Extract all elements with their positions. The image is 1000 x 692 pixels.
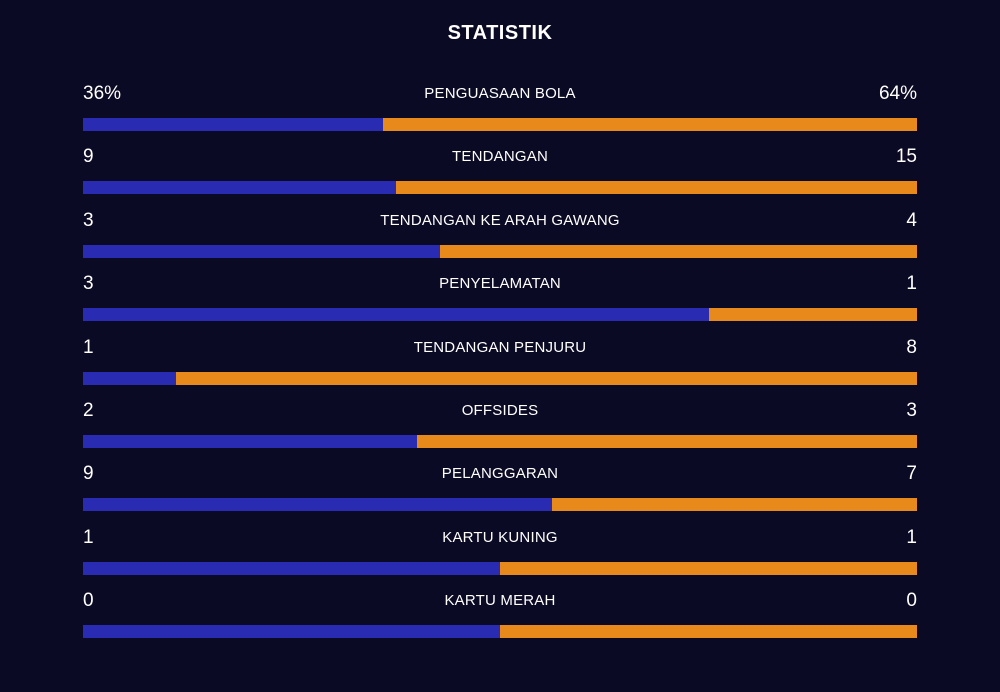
comparison-bar [83, 498, 917, 512]
away-bar-segment [500, 625, 917, 639]
home-bar-segment [83, 498, 553, 512]
away-bar-segment [440, 244, 917, 258]
away-bar-segment [552, 498, 917, 512]
stat-row-possession: 36% PENGUASAAN BOLA 64% [83, 78, 917, 141]
home-value: 36% [83, 83, 122, 104]
home-bar-segment [83, 244, 441, 258]
stat-row-red-cards: 0 KARTU MERAH 0 [83, 585, 917, 648]
away-value: 64% [878, 83, 917, 104]
home-bar-segment [83, 625, 500, 639]
home-bar-segment [83, 561, 500, 575]
home-bar-segment [83, 308, 709, 322]
home-value: 2 [83, 399, 94, 421]
home-value: 0 [83, 590, 94, 612]
away-bar-segment [175, 371, 917, 385]
stat-label: KARTU KUNING [442, 528, 558, 546]
away-value: 0 [906, 590, 917, 612]
away-value: 4 [906, 209, 917, 231]
home-value: 3 [83, 209, 94, 231]
stat-label: PENGUASAAN BOLA [424, 85, 576, 102]
away-bar-segment [708, 308, 917, 322]
stat-row-shots: 9 TENDANGAN 15 [83, 141, 917, 204]
comparison-bar [83, 118, 917, 131]
stat-label: TENDANGAN KE ARAH GAWANG [380, 211, 620, 229]
stat-row-corners: 1 TENDANGAN PENJURU 8 [83, 332, 917, 395]
home-value: 3 [83, 273, 94, 295]
comparison-bar [83, 308, 917, 322]
stat-label: TENDANGAN PENJURU [413, 338, 587, 356]
home-bar-segment [83, 181, 396, 195]
home-value: 9 [83, 463, 94, 485]
comparison-bar [83, 244, 917, 258]
stat-row-shots-on-target: 3 TENDANGAN KE ARAH GAWANG 4 [83, 205, 917, 268]
comparison-bar [83, 434, 917, 448]
stat-label: PENYELAMATAN [439, 275, 561, 293]
away-bar-segment [383, 118, 917, 131]
comparison-bar [83, 561, 917, 575]
stat-row-fouls: 9 PELANGGARAN 7 [83, 458, 917, 521]
stats-list: 36% PENGUASAAN BOLA 64% 9 TENDANGAN 15 3… [83, 78, 917, 649]
home-bar-segment [83, 434, 417, 448]
away-bar-segment [395, 181, 917, 195]
away-value: 8 [906, 336, 917, 358]
stat-row-yellow-cards: 1 KARTU KUNING 1 [83, 522, 917, 585]
comparison-bar [83, 625, 917, 639]
away-bar-segment [500, 561, 917, 575]
home-value: 1 [83, 526, 94, 548]
stat-label: OFFSIDES [461, 401, 539, 419]
stat-label: KARTU MERAH [444, 592, 556, 610]
away-value: 7 [906, 463, 917, 485]
away-bar-segment [416, 434, 917, 448]
away-value: 15 [895, 146, 917, 168]
away-value: 1 [906, 526, 917, 548]
home-bar-segment [83, 118, 384, 131]
away-value: 1 [906, 273, 917, 295]
home-bar-segment [83, 371, 176, 385]
stat-row-offsides: 2 OFFSIDES 3 [83, 395, 917, 458]
stat-label: TENDANGAN [452, 148, 548, 166]
home-value: 9 [83, 146, 94, 168]
comparison-bar [83, 181, 917, 195]
stat-row-saves: 3 PENYELAMATAN 1 [83, 268, 917, 331]
away-value: 3 [906, 399, 917, 421]
panel-title: STATISTIK [447, 22, 553, 44]
stat-label: PELANGGARAN [441, 465, 559, 483]
comparison-bar [83, 371, 917, 385]
home-value: 1 [83, 336, 94, 358]
